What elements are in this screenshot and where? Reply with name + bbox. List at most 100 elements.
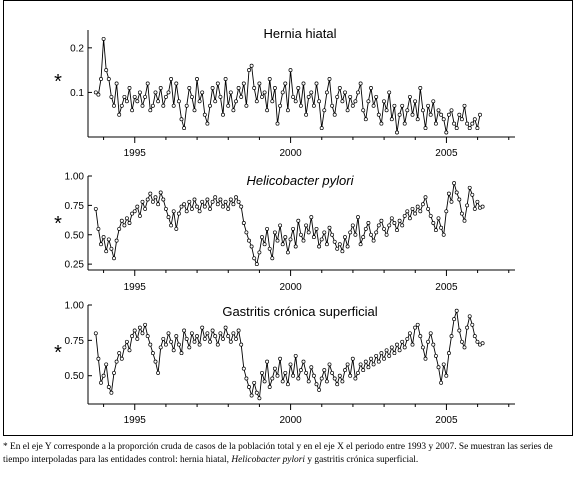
panel-2-data-point (249, 244, 254, 249)
panel-1-data-point (285, 108, 290, 113)
panel-1-data-point (407, 94, 412, 99)
panel-1-data-point (423, 126, 428, 131)
panel-2-data-point (236, 199, 241, 204)
panel-3-data-point (244, 376, 249, 381)
panel-3-data-point (187, 345, 192, 350)
panel-3-data-point (291, 373, 296, 378)
panel-2-data-point (309, 215, 314, 220)
panel-3-data-point (200, 325, 205, 330)
panel-3-data-point (272, 366, 277, 371)
panel-1-data-point (137, 90, 142, 95)
panel-3-data-point (366, 365, 371, 370)
panel-1-data-point (441, 117, 446, 122)
panel-2-data-point (148, 191, 153, 196)
panel-1-data-point (467, 126, 472, 131)
panel-2-data-point (208, 206, 212, 211)
panel-2-data-point (472, 206, 477, 211)
panel-3-data-point (145, 334, 150, 339)
panel-3-data-point (361, 368, 366, 373)
panel-2-data-point (195, 204, 199, 209)
panel-3-data-point (423, 356, 428, 361)
panel-2-y-tick-label: 1.00 (65, 172, 85, 183)
panel-2-data-point (345, 244, 350, 249)
panel-3-data-point (140, 331, 145, 336)
panel-1-data-point (395, 130, 399, 135)
panel-1-data-point (472, 117, 477, 122)
panel-3-data-point (454, 308, 459, 313)
panel-3-data-point (109, 390, 114, 395)
panel-3-data-point (296, 376, 301, 381)
panel-3-data-point (285, 382, 290, 387)
panel-1-data-point (249, 63, 254, 68)
panel-1-data-point (210, 86, 215, 90)
panel-3-data-point (179, 351, 184, 356)
panel-2-data-point (369, 232, 373, 237)
panel-1-data-point (234, 99, 238, 104)
panel-1-data-point (122, 94, 127, 99)
panel-3-data-point (166, 331, 171, 336)
panel-1-data-point (392, 103, 397, 108)
panel-2-data-point (374, 230, 379, 235)
panel-3-data-point (236, 328, 241, 333)
panel-3-y-tick-label: 1.00 (65, 301, 85, 312)
panel-1-data-point (444, 130, 449, 135)
panel-1-data-point (171, 103, 176, 108)
panel-3-data-point (226, 334, 231, 339)
panel-2-data-point (132, 209, 137, 214)
panel-3-title: Gastritis crónica superficial (222, 304, 377, 319)
panel-2-data-point (231, 202, 236, 207)
panel-1-data-point (387, 90, 392, 95)
panel-1-y-tick-label: 0.2 (70, 43, 84, 54)
panel-2-data-point (480, 204, 485, 209)
panel-3-data-point (337, 373, 342, 378)
panel-3-data-point (327, 362, 332, 367)
panel-1-data-point (413, 99, 418, 104)
panel-3-data-point (379, 351, 384, 356)
panel-3-data-point (99, 380, 103, 385)
panel-3-data-point (106, 385, 111, 389)
panel-2-data-point (140, 199, 145, 204)
panel-1-data-point (452, 121, 457, 126)
panel-1-data-point (184, 103, 189, 108)
panel-3-data-point (278, 356, 283, 361)
panel-2-data-point (226, 206, 231, 211)
panel-1-data-point (319, 126, 324, 131)
panel-1-data-point (291, 94, 296, 99)
panel-1-data-point (169, 77, 174, 81)
panel-3-data-point (433, 353, 438, 358)
panel-2-y-tick-label: 0.50 (65, 230, 85, 241)
panel-2-data-point (161, 197, 166, 202)
panel-1-data-point (93, 90, 98, 95)
panel-1-data-point (366, 99, 371, 104)
panel-1-data-point (132, 94, 137, 99)
panel-3-data-point (311, 373, 316, 378)
panel-1-data-point (369, 86, 373, 90)
panel-3-data-point (467, 314, 472, 319)
panel-1-data-point (163, 94, 168, 99)
panel-3-data-point (208, 339, 212, 344)
panel-2-data-point (182, 202, 187, 207)
panel-2-data-point (389, 216, 394, 221)
panel-3-data-point (480, 341, 485, 346)
footnote: * En el eje Y corresponde a la proporció… (3, 441, 575, 467)
panel-3-data-point (275, 373, 280, 378)
panel-2-data-point (314, 226, 319, 231)
panel-1-data-point (215, 81, 220, 86)
panel-1-data-point (114, 81, 119, 86)
panel-2-data-point (252, 256, 257, 261)
panel-3-data-point (158, 345, 163, 350)
panel-2-data-point (444, 209, 449, 214)
panel-1-x-tick-label: 2000 (279, 148, 302, 159)
panel-1-data-point (449, 108, 454, 113)
panel-2-data-point (265, 226, 270, 231)
panel-1-data-point (462, 103, 467, 108)
panel-2-data-point (340, 249, 345, 254)
panel-2-data-point (275, 238, 280, 243)
panel-3-data-point (192, 339, 197, 344)
panel-2-data-point (348, 230, 353, 235)
panel-2-data-point (363, 226, 368, 231)
panel-3-data-point (410, 342, 415, 347)
panel-3-data-point (452, 317, 457, 322)
panel-1-data-point (208, 103, 212, 108)
panel-2-data-point (433, 228, 438, 233)
